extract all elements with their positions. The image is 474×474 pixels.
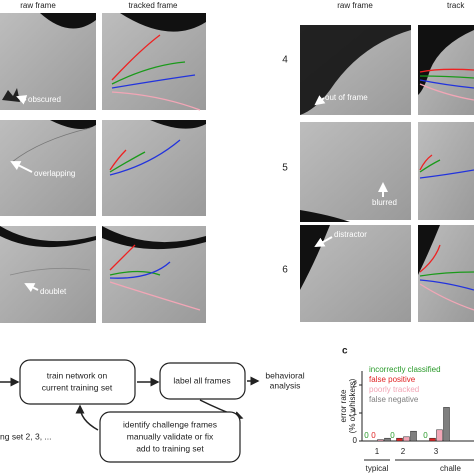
bar <box>377 439 384 442</box>
row-number: 4 <box>282 55 288 66</box>
row-number: 6 <box>282 265 288 276</box>
y-tick-label: 2 <box>353 380 358 389</box>
header: track <box>447 1 465 10</box>
row-number: 5 <box>282 163 288 174</box>
bar <box>403 436 410 442</box>
x-tick-label: 1 <box>375 447 380 456</box>
bar <box>429 437 436 442</box>
annotation: overlapping <box>34 169 75 178</box>
annotation: doublet <box>40 287 67 296</box>
flow-text: manually validate or fix <box>127 431 214 441</box>
y-axis-label: error rate <box>339 389 348 422</box>
legend-label: false positive <box>369 375 416 384</box>
flow-text: add to training set <box>136 443 204 453</box>
annotation: obscured <box>28 95 61 104</box>
photos-right <box>300 25 474 322</box>
bar <box>384 437 391 442</box>
x-tick-label: 3 <box>434 447 439 456</box>
header: raw frame <box>337 1 373 10</box>
annotation: out of frame <box>325 93 368 102</box>
group-label: challe <box>440 464 461 473</box>
header: raw frame <box>20 1 56 10</box>
annotation: blurred <box>372 198 397 207</box>
group-label: typical <box>366 464 389 473</box>
annotation: distractor <box>334 230 367 239</box>
zero-label: 0 <box>371 431 376 440</box>
photos-left <box>0 13 206 323</box>
legend-label: incorrectly classified <box>369 365 441 374</box>
zero-label: 0 <box>423 431 428 440</box>
zero-label: 0 <box>390 431 395 440</box>
flow-text: behavioral <box>265 370 304 380</box>
flowchart: train network on current training set la… <box>0 359 305 463</box>
header: tracked frame <box>129 1 178 10</box>
bar <box>443 407 450 442</box>
flow-text: label all frames <box>173 375 230 385</box>
bar <box>396 437 403 442</box>
bar <box>410 430 417 442</box>
x-tick-label: 2 <box>401 447 406 456</box>
y-axis-label: (% of whiskers) <box>348 378 357 433</box>
flow-text: analysis <box>270 380 301 390</box>
flow-text: ng set 2, 3, ... <box>0 431 52 441</box>
bar <box>436 429 443 442</box>
zero-label: 0 <box>364 431 369 440</box>
y-tick-label: 1 <box>353 408 358 417</box>
y-tick-label: 0 <box>353 436 358 445</box>
panel-label: c <box>342 346 348 357</box>
legend-label: poorly tracked <box>369 385 419 394</box>
flow-text: identify challenge frames <box>123 419 217 429</box>
legend-label: false negative <box>369 395 419 404</box>
flow-text: current training set <box>42 382 113 392</box>
flow-text: train network on <box>47 370 108 380</box>
